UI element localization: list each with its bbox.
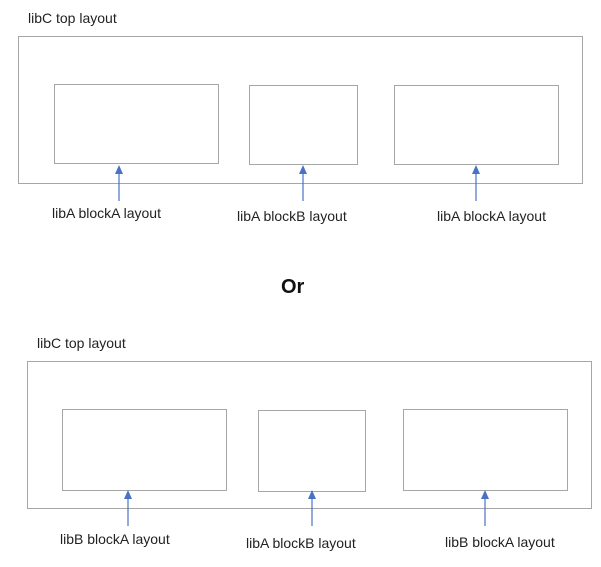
bottom-block-1-arrow: [123, 490, 133, 526]
bottom-block-3: [403, 409, 568, 491]
or-separator: Or: [281, 276, 305, 298]
bottom-block-2: [258, 410, 366, 492]
bottom-block-1-label: libB blockA layout: [60, 531, 170, 547]
top-block-2: [249, 85, 358, 165]
top-layout-container: [18, 36, 583, 184]
bottom-layout-container: [27, 361, 592, 509]
bottom-block-2-arrow: [307, 490, 317, 526]
bottom-layout-title: libC top layout: [37, 335, 126, 351]
bottom-block-2-label: libA blockB layout: [246, 535, 356, 551]
bottom-block-3-label: libB blockA layout: [445, 534, 555, 550]
top-layout-title: libC top layout: [28, 10, 117, 26]
bottom-block-1: [62, 409, 227, 491]
top-block-3-label: libA blockA layout: [437, 208, 546, 224]
top-block-1-arrow: [114, 165, 124, 201]
top-block-1-label: libA blockA layout: [52, 205, 161, 221]
top-block-3-arrow: [471, 165, 481, 201]
top-block-2-arrow: [298, 165, 308, 201]
bottom-block-3-arrow: [480, 490, 490, 526]
top-block-1: [54, 84, 219, 164]
top-block-2-label: libA blockB layout: [237, 208, 347, 224]
top-block-3: [394, 85, 559, 165]
